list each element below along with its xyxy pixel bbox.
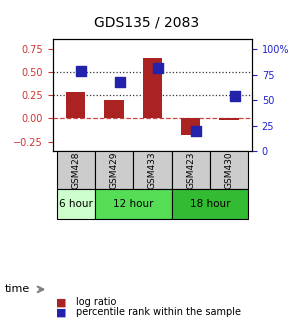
Text: ■: ■ bbox=[56, 298, 66, 307]
Point bbox=[117, 79, 122, 84]
Bar bbox=[133, 151, 171, 189]
Point bbox=[232, 94, 237, 99]
Text: GSM430: GSM430 bbox=[224, 151, 234, 189]
Bar bbox=[66, 92, 85, 118]
Bar bbox=[57, 151, 95, 189]
Text: GSM433: GSM433 bbox=[148, 151, 157, 189]
Bar bbox=[143, 58, 162, 118]
Point bbox=[194, 128, 199, 133]
Bar bbox=[57, 189, 95, 219]
Bar bbox=[181, 118, 200, 135]
Text: GSM428: GSM428 bbox=[71, 151, 80, 189]
Text: ■: ■ bbox=[56, 307, 66, 317]
Text: GSM429: GSM429 bbox=[110, 151, 119, 189]
Text: GSM423: GSM423 bbox=[186, 151, 195, 189]
Bar bbox=[95, 151, 133, 189]
Bar bbox=[219, 118, 239, 120]
Text: 6 hour: 6 hour bbox=[59, 199, 93, 209]
Point bbox=[156, 65, 161, 70]
Bar bbox=[171, 189, 248, 219]
Text: log ratio: log ratio bbox=[76, 298, 117, 307]
Bar bbox=[171, 151, 210, 189]
Bar bbox=[95, 189, 171, 219]
Point bbox=[79, 68, 84, 73]
Text: percentile rank within the sample: percentile rank within the sample bbox=[76, 307, 241, 317]
Text: time: time bbox=[4, 284, 30, 294]
Text: GDS135 / 2083: GDS135 / 2083 bbox=[94, 15, 199, 29]
Text: 18 hour: 18 hour bbox=[190, 199, 230, 209]
Bar bbox=[210, 151, 248, 189]
Bar bbox=[105, 100, 124, 118]
Text: 12 hour: 12 hour bbox=[113, 199, 154, 209]
